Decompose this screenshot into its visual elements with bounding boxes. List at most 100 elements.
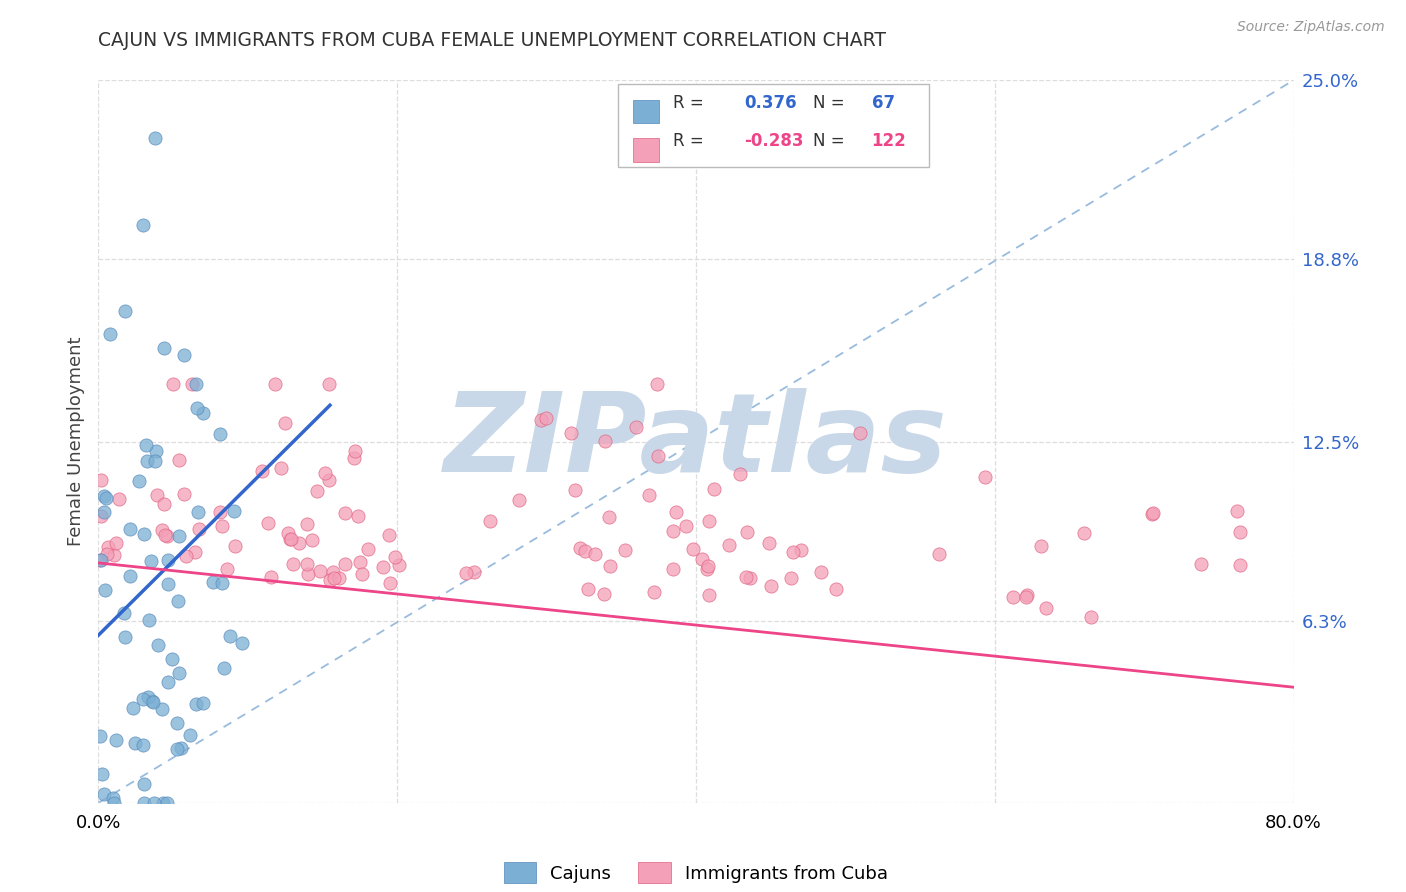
Point xyxy=(1015,588,1038,602)
Point xyxy=(186,401,208,415)
Point xyxy=(598,510,620,524)
Point xyxy=(699,588,721,602)
Point xyxy=(697,514,720,528)
Text: 0.376: 0.376 xyxy=(744,95,796,112)
Point xyxy=(1229,558,1251,573)
Point xyxy=(141,554,163,568)
Point xyxy=(281,558,304,572)
FancyBboxPatch shape xyxy=(633,138,659,161)
Point xyxy=(104,536,127,550)
Point xyxy=(1229,525,1251,540)
Point xyxy=(89,553,111,567)
Legend: Cajuns, Immigrants from Cuba: Cajuns, Immigrants from Cuba xyxy=(496,855,896,890)
Point xyxy=(167,453,190,467)
Point xyxy=(322,565,344,579)
Point xyxy=(97,540,120,554)
Point xyxy=(690,552,713,566)
Point xyxy=(89,730,111,744)
Point xyxy=(135,437,157,451)
Point xyxy=(167,665,190,680)
Point xyxy=(90,553,112,567)
Point xyxy=(156,796,179,810)
Point xyxy=(122,701,145,715)
Point xyxy=(173,348,195,362)
Point xyxy=(184,376,207,391)
Point xyxy=(162,376,184,391)
Point xyxy=(297,566,319,581)
Point xyxy=(132,738,155,752)
Point xyxy=(599,559,621,574)
Point xyxy=(661,524,683,538)
Point xyxy=(696,558,718,573)
Point xyxy=(120,569,142,583)
Point xyxy=(810,565,832,579)
Point xyxy=(187,522,209,536)
Point xyxy=(146,638,169,652)
Point xyxy=(143,796,166,810)
Point xyxy=(825,582,848,596)
Point xyxy=(624,420,647,434)
Point xyxy=(665,505,688,519)
Point xyxy=(180,376,202,391)
Point xyxy=(107,491,129,506)
Text: R =: R = xyxy=(673,133,709,151)
Point xyxy=(217,562,239,576)
Point xyxy=(150,523,173,537)
Point xyxy=(349,555,371,569)
Point xyxy=(309,564,332,578)
Point xyxy=(1142,506,1164,520)
Point xyxy=(131,692,153,706)
Point xyxy=(208,427,231,442)
Point xyxy=(264,376,287,391)
Point xyxy=(560,426,582,441)
Point xyxy=(319,573,342,587)
Point xyxy=(592,587,614,601)
Y-axis label: Female Unemployment: Female Unemployment xyxy=(66,337,84,546)
Point xyxy=(186,697,208,711)
Point xyxy=(169,741,191,756)
Point xyxy=(295,517,318,532)
Point xyxy=(335,557,357,571)
Point xyxy=(124,736,146,750)
Point xyxy=(93,489,115,503)
Point xyxy=(211,575,233,590)
Point xyxy=(738,571,761,585)
Point xyxy=(463,565,485,579)
Point xyxy=(187,505,209,519)
Point xyxy=(128,475,150,489)
Point xyxy=(138,690,160,704)
Point xyxy=(318,474,340,488)
Point xyxy=(98,326,121,341)
Point xyxy=(576,582,599,597)
Point xyxy=(277,526,299,541)
FancyBboxPatch shape xyxy=(619,84,929,167)
Point xyxy=(779,571,801,585)
Point xyxy=(1029,539,1052,553)
Text: CAJUN VS IMMIGRANTS FROM CUBA FEMALE UNEMPLOYMENT CORRELATION CHART: CAJUN VS IMMIGRANTS FROM CUBA FEMALE UNE… xyxy=(98,31,886,50)
Point xyxy=(638,488,661,502)
Point xyxy=(350,566,373,581)
Point xyxy=(1226,504,1249,518)
Point xyxy=(256,516,278,531)
Point xyxy=(595,434,617,448)
Point xyxy=(728,467,751,481)
Point xyxy=(928,547,950,561)
Point xyxy=(209,505,232,519)
Point xyxy=(212,661,235,675)
Point xyxy=(138,613,160,627)
Point xyxy=(717,538,740,552)
Point xyxy=(647,449,669,463)
Point xyxy=(278,532,301,546)
Point xyxy=(295,558,318,572)
Point xyxy=(280,532,302,546)
Point xyxy=(260,570,283,584)
Point xyxy=(93,787,115,801)
Point xyxy=(318,376,340,391)
Point xyxy=(734,569,756,583)
Point xyxy=(153,497,176,511)
Point xyxy=(675,519,697,533)
Point xyxy=(93,505,115,519)
Point xyxy=(162,652,184,666)
Point xyxy=(335,506,357,520)
Point xyxy=(508,493,530,508)
